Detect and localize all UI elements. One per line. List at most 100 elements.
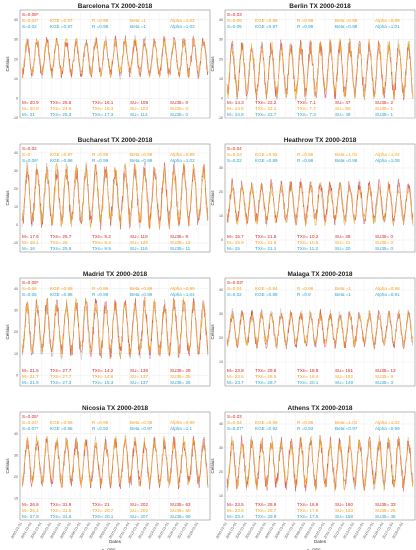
stat-bottom: SU35= 0 [170, 100, 188, 105]
stat-bottom: TXn= 9.2 [92, 234, 111, 239]
stat-top: S=0.04 [227, 146, 242, 151]
stat-bottom: M= 23.8 [227, 368, 244, 373]
stat-bottom: SU35= 1 [375, 106, 393, 111]
y-tick-label: 20 [219, 57, 223, 61]
stat-bottom: M= 21 [22, 112, 35, 117]
stat-top: R =0.98 [92, 24, 109, 29]
y-tick-label: 40 [219, 288, 223, 292]
stat-bottom: SU35= 29 [170, 368, 191, 373]
stat-bottom: SU= 136 [130, 368, 148, 373]
stat-bottom: TXn= 16.1 [92, 100, 114, 105]
stat-bottom: TXn= 17.5 [297, 514, 319, 519]
stat-bottom: SU= 152 [335, 374, 353, 379]
stat-top: S=0.03 [227, 414, 242, 419]
series-line-era5l [226, 37, 414, 100]
y-tick-label: 30 [14, 169, 18, 173]
y-tick-label: 30 [219, 446, 223, 450]
stat-top: S=0.05 [22, 292, 37, 297]
series-line-era5l [21, 162, 209, 230]
chart-panel-7: Nicosia TX 2000-2018 10 20 30 40 Celsius S=0.0… [5, 405, 211, 550]
y-tick-label: 30 [14, 309, 18, 313]
stat-top: Beta =0.98 [335, 18, 358, 23]
stat-bottom: M= 21.5 [22, 368, 39, 373]
stat-bottom: TXn= 14.6 [92, 374, 114, 379]
stat-top: R =0.99 [297, 24, 314, 29]
stat-top: Alpha =1.1 [170, 426, 193, 431]
stat-bottom: TXn= 24.9 [50, 106, 72, 111]
y-tick-label: 20 [14, 475, 18, 479]
y-axis-label: Celsius [5, 190, 10, 206]
stat-top: S=0.07* [227, 426, 244, 431]
stat-bottom: TXn= 25.3 [50, 112, 72, 117]
stat-bottom: SU35= 13 [375, 368, 396, 373]
stat-top: S=0.04* [22, 18, 39, 23]
stat-top: Alpha =1.01 [375, 24, 400, 29]
x-axis-label: Dates [109, 539, 122, 544]
stat-top: R =0.93 [297, 426, 314, 431]
stat-top: Beta =1.01 [335, 152, 358, 157]
stat-bottom: SU35= 0 [375, 234, 393, 239]
stat-top: Alpha =1.08 [375, 158, 400, 163]
stat-top: S=0.02 [22, 146, 37, 151]
stat-bottom: TXn= 16.9 [297, 502, 319, 507]
x-axis-label: Dates [314, 539, 327, 544]
chart-title: Heathrow TX 2000-2018 [284, 137, 357, 144]
stat-bottom: SU= 207 [130, 514, 148, 519]
stat-bottom: TXn= 29.8 [255, 368, 277, 373]
y-tick-label: 40 [14, 18, 18, 22]
stat-bottom: TXn= 11.3 [297, 246, 318, 251]
stat-bottom: TXn= 28.7 [255, 380, 277, 385]
stat-bottom: TXn= 31.6 [50, 508, 72, 513]
stat-bottom: TXn= 31.9 [50, 502, 72, 507]
stat-bottom: TXn= 28.9 [255, 502, 277, 507]
y-tick-label: 40 [14, 287, 18, 291]
stat-bottom: SU35= 63 [170, 502, 191, 507]
stat-top: S=0.02 [227, 292, 242, 297]
stat-bottom: SU= 103 [130, 106, 148, 111]
stat-bottom: M= 14.3 [227, 100, 244, 105]
stat-top: R =0.99 [92, 286, 109, 291]
y-tick-label: 30 [219, 312, 223, 316]
stat-bottom: SU35= 33 [375, 502, 396, 507]
stat-bottom: SU= 116 [130, 246, 148, 251]
stat-bottom: TXn= 31.6 [50, 514, 72, 519]
stat-top: S=0 [22, 152, 31, 157]
stat-top: Beta =0.98 [335, 158, 358, 163]
series-line-mescan-surfex [21, 296, 209, 360]
stat-bottom: M= 17.6 [22, 234, 39, 239]
stat-bottom: TXn= 20.1 [297, 380, 319, 385]
stat-top: Beta =0.99 [130, 292, 153, 297]
stat-top: S=0.02 [227, 158, 242, 163]
stat-bottom: TXn= 22.7 [255, 112, 277, 117]
stat-top: S=0.08* [22, 12, 39, 17]
stat-top: Alpha =1.02 [375, 420, 400, 425]
stat-top: S=0.05 [227, 24, 242, 29]
stat-bottom: TXn= 21.6 [255, 240, 277, 245]
plot-frame [224, 277, 416, 387]
chart-panel-1: Barcelona TX 2000-2018 -10 0 10 20 30 40 Celsiu… [5, 3, 211, 120]
stat-top: KGE =0.98 [50, 158, 73, 163]
stat-bottom: TXn= 27.7 [50, 368, 72, 373]
y-tick-label: 0 [221, 238, 223, 242]
stat-bottom: SU35= 13 [170, 240, 191, 245]
y-tick-label: 30 [219, 38, 223, 42]
stat-top: S=0.04 [227, 420, 242, 425]
stat-top: Beta =0.99 [130, 152, 153, 157]
stat-top: Beta =1.01 [335, 420, 358, 425]
stat-top: R =0.99 [92, 420, 109, 425]
stat-bottom: M= 16 [22, 246, 35, 251]
stat-bottom: M= 14.8 [227, 112, 244, 117]
y-tick-label: 40 [219, 18, 223, 22]
series-line-era5l [226, 310, 414, 348]
y-tick-label: -10 [13, 116, 18, 120]
stat-top: Beta =1 [335, 292, 351, 297]
stat-top: KGE =0.97 [50, 18, 73, 23]
series-line-era5l [21, 37, 209, 79]
series-line-mescan-surfex [21, 436, 209, 490]
stat-bottom: SU35= 26 [170, 380, 191, 385]
chart-panel-5: Madrid TX 2000-2018 0 10 20 30 40 Celsius S=0.0… [5, 271, 211, 387]
y-tick-label: 0 [16, 373, 18, 377]
chart-title: Barcelona TX 2000-2018 [78, 3, 153, 10]
stat-top: KGE =0.97 [50, 152, 73, 157]
stat-bottom: TXn= 7.1 [297, 100, 316, 105]
